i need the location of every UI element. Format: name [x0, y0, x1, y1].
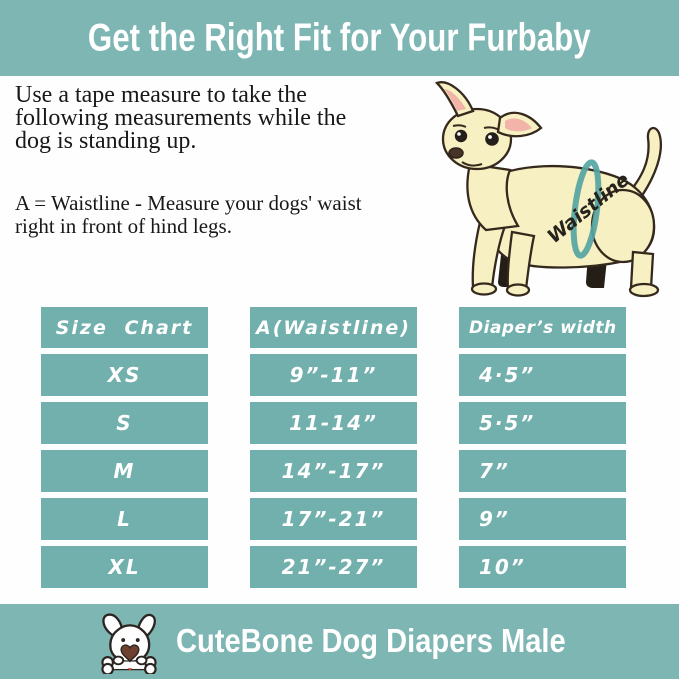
- brand-name: CuteBone Dog Diapers Male: [176, 622, 566, 660]
- size-cell: XS: [41, 354, 208, 396]
- left-brow: [452, 124, 467, 128]
- nose: [448, 147, 464, 159]
- size-cell: L: [41, 498, 208, 540]
- neck: [466, 162, 520, 232]
- column-header-size: Size Chart: [41, 307, 208, 348]
- cutebone-dog-with-bone-logo-icon: [101, 612, 157, 674]
- size-chart-table: Size Chart A(Waistline) Diaper’s width X…: [41, 307, 626, 588]
- front-foot-2: [505, 283, 531, 297]
- front-foot: [470, 282, 498, 296]
- right-ear-inner: [505, 118, 532, 132]
- waistline-tape: [570, 159, 602, 259]
- column-header-diaper-width: Diaper’s width: [459, 307, 626, 348]
- instruction-line: Use a tape measure to take the: [15, 82, 307, 108]
- logo-bone-lobe: [101, 662, 114, 674]
- left-ear-inner: [444, 89, 466, 111]
- right-eye-glint: [488, 135, 492, 139]
- logo-right-eye: [135, 637, 140, 642]
- instruction-line: following measurements while the: [15, 105, 347, 131]
- footer-banner: CuteBone Dog Diapers Male: [0, 604, 679, 679]
- waistline-cell: 11-14”: [250, 402, 417, 444]
- logo-heart-nose: [120, 643, 140, 663]
- logo-paw: [135, 655, 148, 665]
- logo-tongue: [128, 667, 132, 671]
- width-cell: 4·5”: [459, 354, 626, 396]
- size-cell: M: [41, 450, 208, 492]
- waistline-note: A = Waistline - Measure your dogs' waist…: [15, 192, 445, 238]
- chihuahua-illustration: Waistline: [420, 78, 679, 304]
- waistline-cell: 9”-11”: [250, 354, 417, 396]
- mouth: [461, 161, 483, 167]
- measure-instructions: Use a tape measure to take the following…: [15, 82, 435, 154]
- right-eye: [485, 132, 499, 146]
- column-header-waistline: A(Waistline): [250, 307, 417, 348]
- size-cell: XL: [41, 546, 208, 588]
- width-cell: 5·5”: [459, 402, 626, 444]
- note-line: right in front of hind legs.: [15, 214, 232, 238]
- right-brow: [483, 126, 500, 131]
- waistline-cell: 17”-21”: [250, 498, 417, 540]
- waistline-cell: 14”-17”: [250, 450, 417, 492]
- left-eye: [454, 129, 468, 143]
- width-cell: 7”: [459, 450, 626, 492]
- chihuahua-with-waistline-tape-icon: Waistline: [434, 81, 663, 298]
- front-leg-2: [506, 230, 536, 291]
- logo-left-eye: [121, 637, 126, 642]
- width-cell: 10”: [459, 546, 626, 588]
- logo-paw: [112, 655, 125, 665]
- header-banner: Get the Right Fit for Your Furbaby: [0, 0, 679, 76]
- instruction-line: dog is standing up.: [15, 128, 197, 154]
- logo-bone-bar: [108, 661, 150, 669]
- page-title: Get the Right Fit for Your Furbaby: [88, 15, 591, 60]
- width-cell: 9”: [459, 498, 626, 540]
- size-cell: S: [41, 402, 208, 444]
- note-line: A = Waistline - Measure your dogs' waist: [15, 191, 362, 215]
- left-eye-glint: [457, 132, 461, 136]
- hind-lower-leg: [629, 250, 655, 290]
- hind-foot: [628, 282, 660, 298]
- logo-bone-lobe: [144, 662, 157, 674]
- waistline-cell: 21”-27”: [250, 546, 417, 588]
